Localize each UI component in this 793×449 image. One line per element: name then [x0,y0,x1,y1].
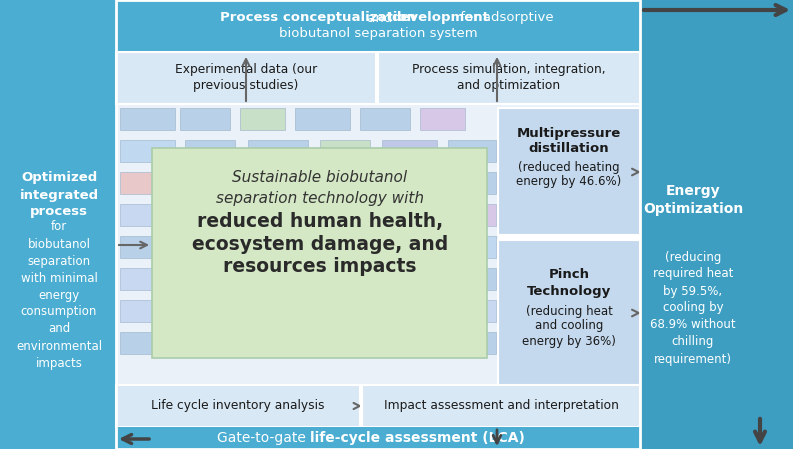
Bar [641,0,793,449]
Bar [120,236,175,258]
Text: energy by 36%): energy by 36%) [522,335,616,348]
Bar [448,140,496,162]
Bar [120,268,175,290]
Bar [248,140,308,162]
Bar [248,300,308,322]
Bar [320,204,370,226]
Bar [498,240,640,385]
Text: Technology: Technology [527,285,611,298]
Bar [116,0,640,428]
Bar [378,52,640,104]
Bar [248,332,308,354]
Bar [360,108,410,130]
Bar [382,332,437,354]
Bar [116,52,376,104]
Bar [320,332,370,354]
Bar [320,300,370,322]
Bar [116,384,640,385]
Bar [448,300,496,322]
Bar [382,236,437,258]
Text: Sustainable biobutanol: Sustainable biobutanol [232,171,408,185]
Bar [362,385,640,427]
Bar [185,332,235,354]
Bar [382,268,437,290]
Text: for
biobutanol
separation
with minimal
energy
consumption
and
environmental
impa: for biobutanol separation with minimal e… [16,220,102,370]
Text: and optimization: and optimization [458,79,561,92]
Bar [185,268,235,290]
Text: Gate-to-gate: Gate-to-gate [216,431,310,445]
Text: Energy
Optimization: Energy Optimization [643,184,743,216]
Text: separation technology with: separation technology with [216,190,424,206]
Bar [376,52,378,104]
Text: development: development [391,12,488,25]
Bar [116,426,640,427]
Bar [248,204,308,226]
Bar [120,204,175,226]
Text: and: and [363,12,396,25]
Bar [320,236,370,258]
Text: Process conceptualization: Process conceptualization [220,12,416,25]
Text: ecosystem damage, and: ecosystem damage, and [192,234,448,254]
Bar [448,236,496,258]
Bar [498,108,640,235]
Bar [320,140,370,162]
Bar [185,300,235,322]
Bar [248,236,308,258]
Text: Process simulation, integration,: Process simulation, integration, [412,63,606,76]
Bar [120,108,175,130]
Text: reduced human health,: reduced human health, [197,212,443,232]
Bar [116,52,640,53]
Bar [120,300,175,322]
Text: biobutanol separation system: biobutanol separation system [278,26,477,40]
Bar [185,140,235,162]
Text: Optimized
integrated
process: Optimized integrated process [20,172,98,219]
Bar [448,268,496,290]
Bar [382,300,437,322]
Bar [382,204,437,226]
Text: (reducing heat: (reducing heat [526,304,612,317]
Bar [120,172,175,194]
Bar [448,204,496,226]
Bar [185,172,235,194]
Bar [498,235,640,240]
Bar [116,0,640,52]
Bar [360,385,362,427]
Text: Experimental data (our: Experimental data (our [175,63,317,76]
Bar [448,332,496,354]
Text: previous studies): previous studies) [193,79,299,92]
Text: Multipressure: Multipressure [517,127,621,140]
Bar [248,172,308,194]
Bar [240,108,285,130]
Text: (reducing
required heat
by 59.5%,
cooling by
68.9% without
chilling
requirement): (reducing required heat by 59.5%, coolin… [650,251,736,365]
Bar [180,108,230,130]
Bar [120,140,175,162]
Text: (reduced heating: (reduced heating [518,160,620,173]
Text: resources impacts: resources impacts [224,256,417,276]
Bar [382,172,437,194]
Bar [448,172,496,194]
Bar [120,332,175,354]
Text: for adsorptive: for adsorptive [456,12,554,25]
Bar [420,108,465,130]
Bar [382,140,437,162]
Bar [152,148,487,358]
Bar [185,236,235,258]
Text: Impact assessment and interpretation: Impact assessment and interpretation [384,400,619,413]
Bar [116,104,640,385]
Text: life-cycle assessment (LCA): life-cycle assessment (LCA) [310,431,525,445]
Bar [248,268,308,290]
Text: and cooling: and cooling [534,320,603,333]
Bar [320,172,370,194]
Bar [295,108,350,130]
Text: Pinch: Pinch [549,269,589,282]
Text: energy by 46.6%): energy by 46.6%) [516,175,622,188]
Text: distillation: distillation [529,142,609,155]
Bar [116,0,640,449]
Bar [116,427,640,449]
Bar [116,385,360,427]
Text: Life cycle inventory analysis: Life cycle inventory analysis [151,400,325,413]
Bar [185,204,235,226]
Bar [320,268,370,290]
